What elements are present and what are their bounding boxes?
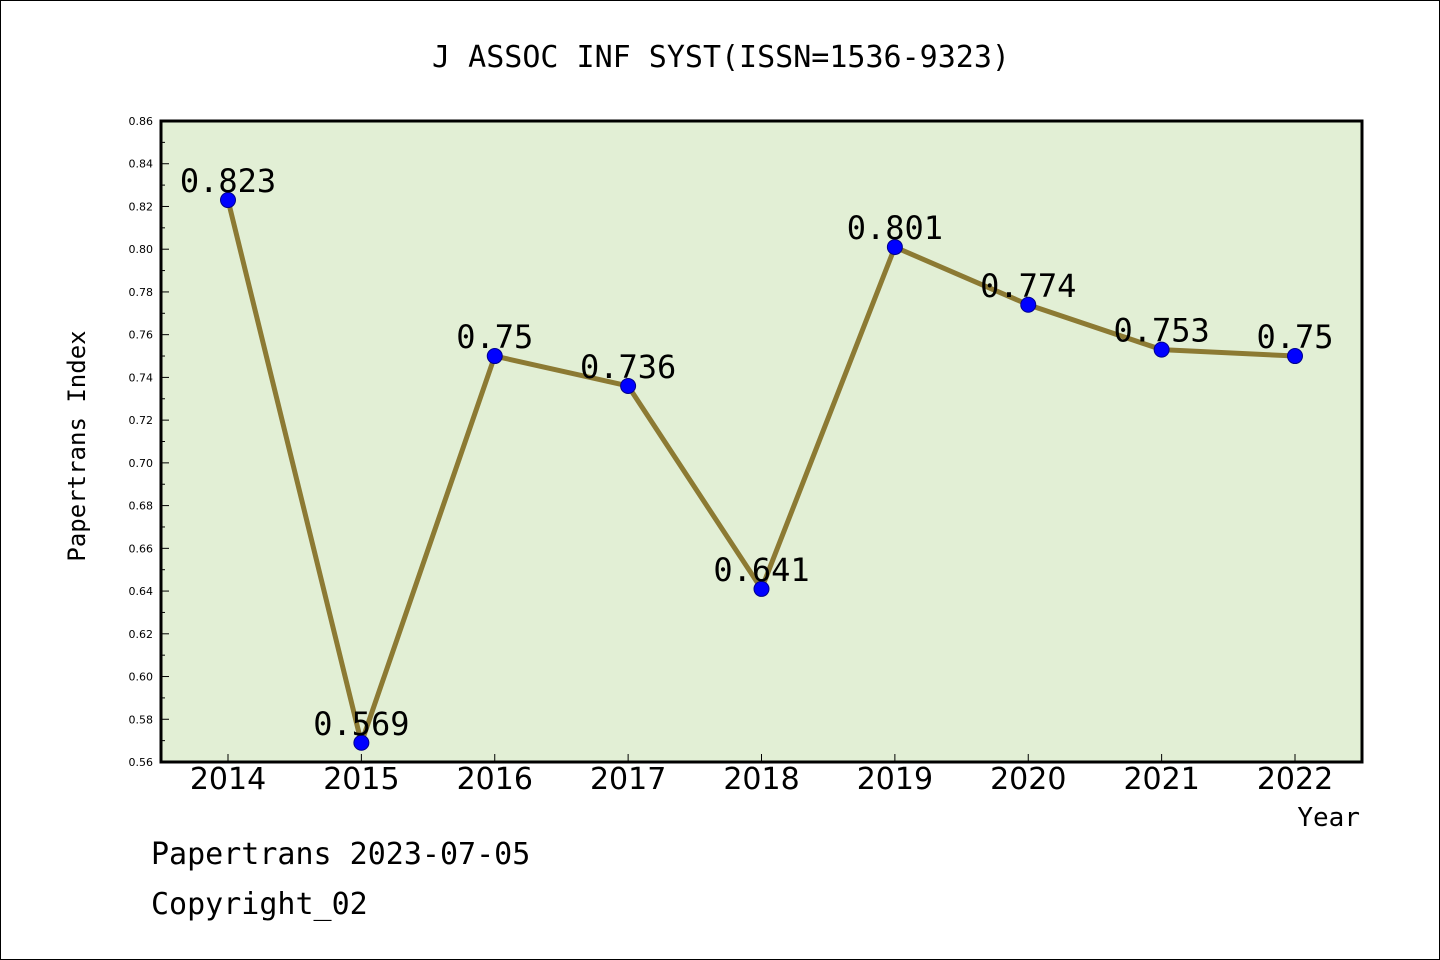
data-label: 0.736 — [580, 348, 676, 386]
y-tick-label: 0.74 — [129, 371, 154, 384]
x-tick-label: 2014 — [190, 762, 266, 797]
data-label: 0.75 — [456, 318, 533, 356]
data-label: 0.801 — [847, 209, 943, 247]
data-label: 0.753 — [1113, 312, 1209, 350]
data-label: 0.823 — [180, 162, 276, 200]
y-tick-label: 0.68 — [129, 500, 154, 513]
x-tick-label: 2018 — [723, 762, 799, 797]
y-tick-label: 0.66 — [129, 542, 154, 555]
y-tick-label: 0.70 — [129, 457, 154, 470]
footer-date: Papertrans 2023-07-05 — [151, 837, 531, 872]
data-point — [620, 377, 637, 394]
y-tick-label: 0.60 — [129, 671, 154, 684]
x-axis-label: Year — [1297, 803, 1360, 833]
data-point — [753, 580, 770, 597]
data-label: 0.75 — [1256, 318, 1333, 356]
x-tick-label: 2020 — [990, 762, 1066, 797]
x-tick-label: 2021 — [1123, 762, 1199, 797]
y-tick-label: 0.64 — [129, 585, 154, 598]
series-layer — [220, 192, 1303, 751]
y-tick-label: 0.62 — [129, 628, 154, 641]
y-tick-label: 0.56 — [129, 756, 154, 769]
footer-copyright: Copyright_02 — [151, 887, 368, 922]
data-point — [486, 348, 503, 365]
y-tick-label: 0.82 — [129, 200, 154, 213]
data-point — [220, 192, 236, 209]
x-tick-label: 2015 — [323, 762, 399, 797]
y-axis: 0.56 0.58 0.60 0.62 0.64 0.66 0.68 0.70 0.72 0.74… — [129, 115, 169, 769]
data-point — [1153, 341, 1170, 358]
data-label: 0.569 — [313, 705, 409, 743]
x-tick-label: 2022 — [1257, 762, 1333, 797]
plot-area — [159, 119, 1364, 764]
data-label: 0.774 — [980, 267, 1076, 305]
y-tick-label: 0.78 — [129, 286, 154, 299]
x-axis: 2014 2015 2016 2017 2018 2019 2020 2021 2022 — [190, 754, 1333, 797]
data-point — [1020, 296, 1037, 313]
data-point — [886, 239, 903, 256]
y-tick-label: 0.80 — [129, 243, 154, 256]
y-tick-label: 0.86 — [129, 115, 154, 128]
y-tick-label: 0.72 — [129, 414, 154, 427]
x-tick-label: 2016 — [457, 762, 533, 797]
x-tick-label: 2017 — [590, 762, 666, 797]
data-label: 0.641 — [713, 551, 809, 589]
x-tick-label: 2019 — [857, 762, 933, 797]
data-labels: 0.823 0.569 0.75 0.736 0.641 0.801 0.774 0.753 0… — [180, 162, 1334, 743]
data-point — [1287, 348, 1303, 365]
y-tick-label: 0.84 — [129, 158, 154, 171]
y-tick-label: 0.58 — [129, 713, 154, 726]
y-tick-label: 0.76 — [129, 329, 154, 342]
y-axis-label: Papertrans Index — [63, 330, 91, 561]
data-point — [353, 734, 370, 751]
chart-title: J ASSOC INF SYST(ISSN=1536-9323) — [432, 40, 1010, 75]
